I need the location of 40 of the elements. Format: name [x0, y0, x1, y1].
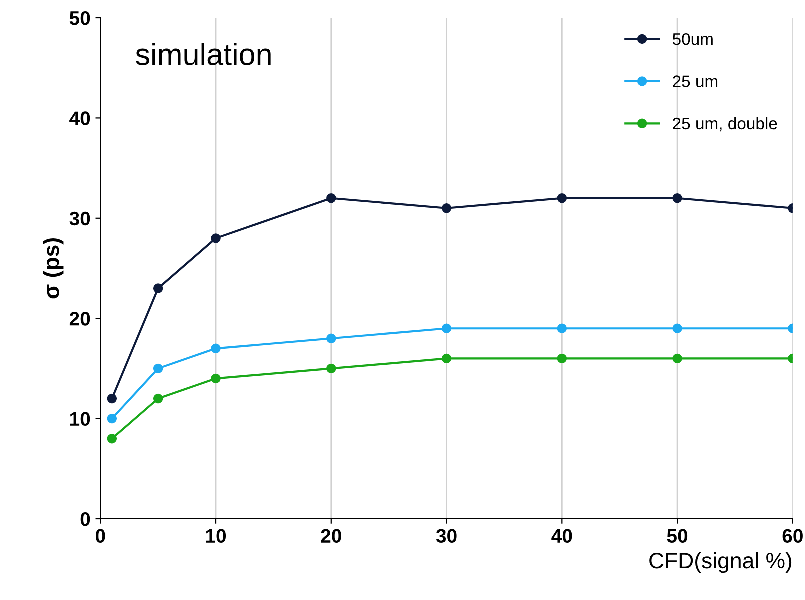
point [153, 284, 164, 294]
point [326, 334, 336, 344]
annotation: simulation [136, 43, 271, 66]
point [557, 324, 568, 334]
point [442, 354, 452, 364]
point [211, 234, 221, 244]
y-tick-label: 20 [70, 312, 90, 326]
x-tick-label: 40 [552, 529, 572, 544]
y-tick-label: 40 [70, 112, 90, 126]
y-tick-label: 50 [70, 11, 90, 26]
legend-label: 50um [672, 33, 713, 46]
point [672, 354, 682, 364]
point [211, 374, 221, 384]
x-tick-label: 60 [782, 529, 803, 544]
y-tick-label: 10 [70, 412, 90, 426]
y-tick-label: 0 [80, 512, 90, 526]
x-tick-label: 30 [436, 529, 457, 544]
x-tick-label: 50 [667, 529, 688, 544]
x-tick-label: 0 [96, 529, 106, 544]
y-axis-title: σ (ps) [43, 238, 64, 299]
point [672, 324, 682, 334]
point [326, 364, 336, 374]
y-tick-label: 30 [70, 212, 90, 226]
x-tick-label: 10 [206, 529, 226, 544]
point [442, 324, 452, 334]
x-axis-title: CFD(signal %) [650, 552, 792, 574]
point [211, 344, 221, 354]
point [326, 194, 336, 204]
legend-label: 25 um [673, 76, 718, 88]
point [557, 354, 568, 364]
point [153, 394, 164, 404]
point [672, 194, 682, 204]
legend-label: 25 um, double [673, 117, 778, 132]
point [107, 394, 118, 404]
point [557, 194, 568, 204]
point [107, 434, 118, 444]
point [107, 414, 118, 424]
x-tick-label: 20 [321, 529, 342, 544]
point [442, 204, 452, 214]
point [153, 364, 164, 374]
